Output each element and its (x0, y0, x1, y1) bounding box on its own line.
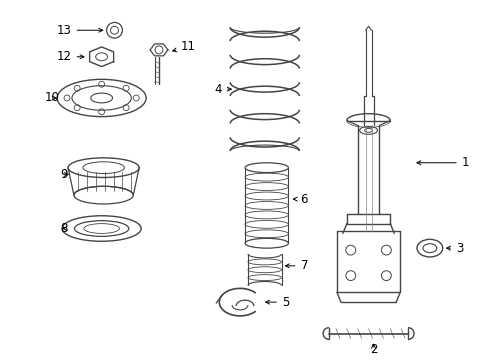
Text: 12: 12 (57, 50, 84, 63)
Text: 4: 4 (214, 83, 231, 96)
Text: 1: 1 (416, 156, 468, 169)
Text: 13: 13 (57, 24, 102, 37)
Text: 2: 2 (369, 343, 377, 356)
Text: 8: 8 (60, 222, 68, 235)
Text: 10: 10 (45, 91, 60, 104)
Text: 9: 9 (60, 168, 68, 181)
Text: 7: 7 (285, 259, 307, 272)
Text: 6: 6 (293, 193, 307, 206)
Text: 5: 5 (265, 296, 288, 309)
Text: 3: 3 (446, 242, 462, 255)
Text: 11: 11 (172, 40, 196, 53)
